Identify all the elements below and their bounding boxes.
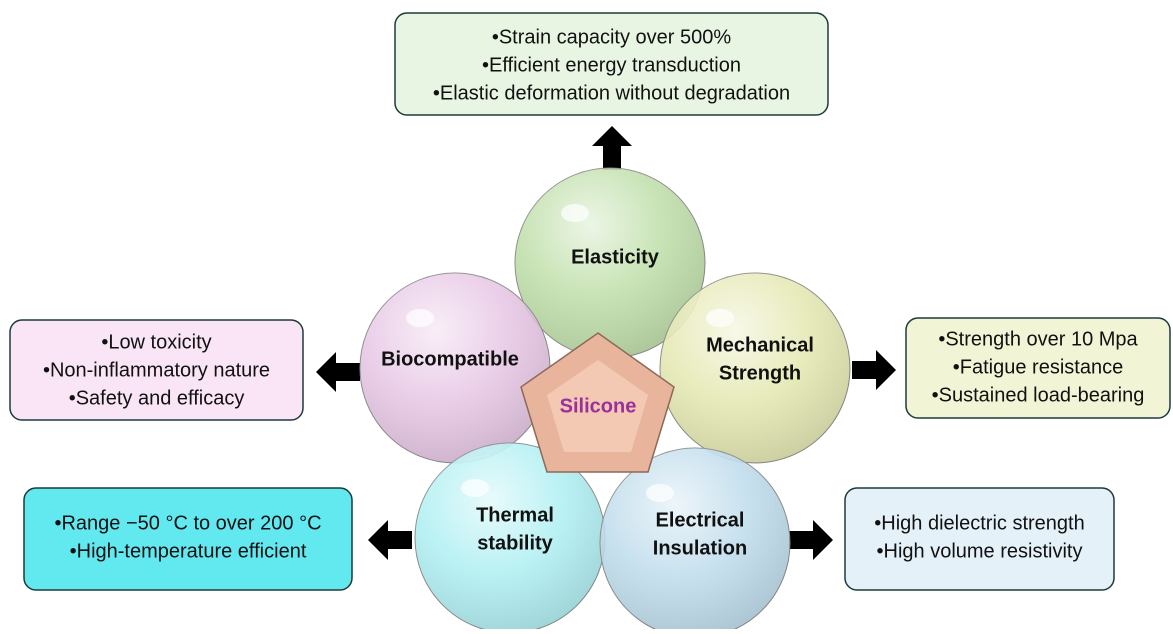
arrow	[789, 520, 833, 560]
node-label: Insulation	[653, 537, 747, 559]
detail-text: •Low toxicity	[101, 331, 211, 353]
sphere-highlight	[561, 204, 589, 222]
detail-box	[24, 488, 352, 590]
arrow	[592, 126, 632, 170]
arrow	[316, 352, 360, 392]
node-label: Elasticity	[571, 246, 660, 268]
node-label: stability	[477, 532, 553, 554]
arrow	[368, 520, 412, 560]
detail-text: •High volume resistivity	[877, 540, 1083, 562]
arrow	[852, 350, 896, 390]
node-label: Electrical	[656, 509, 745, 531]
sphere-highlight	[646, 484, 674, 502]
detail-text: •Range −50 °C to over 200 °C	[54, 512, 321, 534]
node-label: Biocompatible	[381, 348, 519, 370]
detail-text: •High-temperature efficient	[70, 540, 307, 562]
detail-text: •High dielectric strength	[874, 512, 1084, 534]
node-label: Thermal	[476, 504, 554, 526]
sphere-highlight	[461, 479, 489, 497]
detail-box	[845, 488, 1114, 590]
node-label: Strength	[719, 362, 801, 384]
detail-text: •Strength over 10 Mpa	[938, 328, 1138, 350]
detail-text: •Efficient energy transduction	[482, 54, 741, 76]
sphere-highlight	[706, 309, 734, 327]
diagram: •Strain capacity over 500% •Efficient ene…	[0, 0, 1173, 629]
detail-text: •Strain capacity over 500%	[492, 26, 732, 48]
detail-text: •Non-inflammatory nature	[43, 359, 270, 381]
sphere-highlight	[406, 309, 434, 327]
detail-text: •Fatigue resistance	[953, 356, 1123, 378]
detail-text: •Elastic deformation without degradation	[433, 82, 790, 104]
center-label: Silicone	[560, 395, 637, 417]
detail-text: •Sustained load-bearing	[932, 384, 1145, 406]
detail-text: •Safety and efficacy	[69, 387, 245, 409]
node-label: Mechanical	[706, 334, 814, 356]
